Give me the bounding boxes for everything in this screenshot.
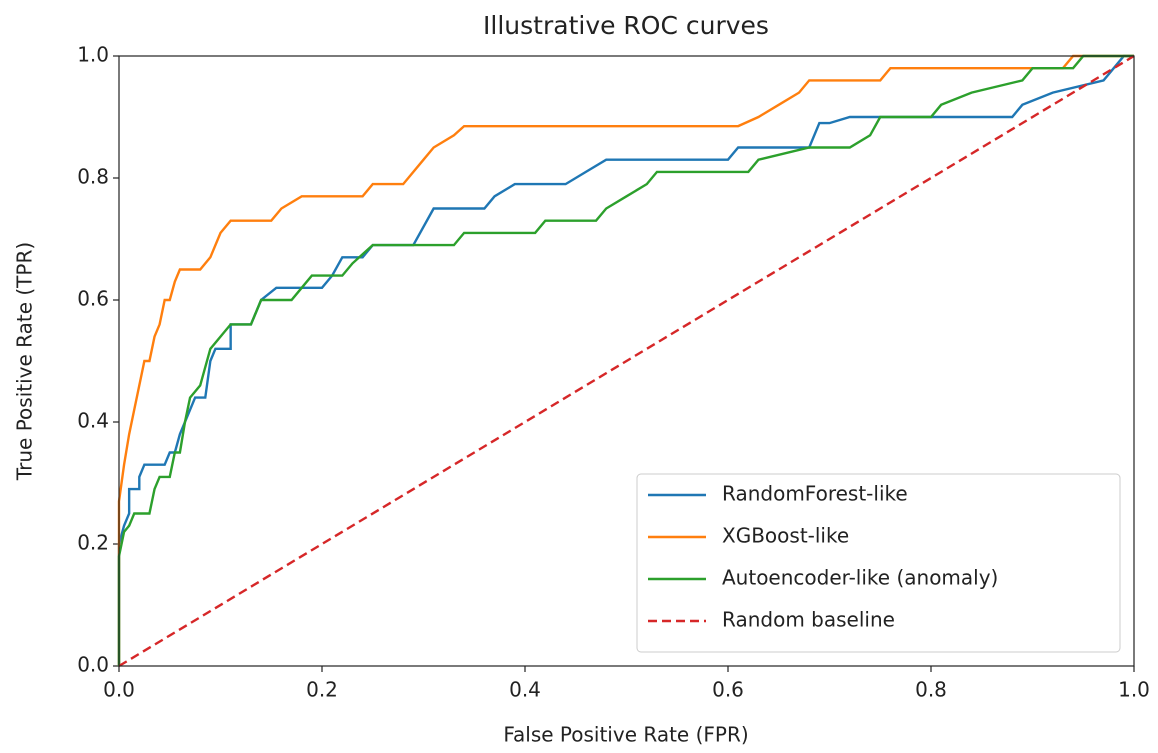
- legend-label: Autoencoder-like (anomaly): [722, 566, 998, 590]
- x-tick-label: 0.4: [509, 678, 541, 702]
- x-tick-label: 0.6: [712, 678, 744, 702]
- y-tick-label: 0.2: [77, 531, 109, 555]
- x-tick-label: 0.8: [915, 678, 947, 702]
- series-line: [117, 54, 1134, 666]
- series-line: [118, 54, 1135, 668]
- x-tick-label: 0.0: [103, 678, 135, 702]
- chart-title: Illustrative ROC curves: [483, 11, 769, 40]
- plot-frame: [118, 55, 1135, 667]
- y-tick-label: 1.0: [77, 43, 109, 67]
- legend: RandomForest-like XGBoost-like Autoencoder…: [636, 473, 1121, 653]
- legend-label: XGBoost-like: [722, 524, 849, 548]
- y-axis-label: True Positive Rate (TPR): [13, 242, 37, 481]
- y-tick-label: 0.4: [77, 409, 109, 433]
- x-tick-label: 0.2: [306, 678, 338, 702]
- y-tick-label: 0.0: [77, 653, 109, 677]
- series-line: [117, 54, 1134, 666]
- x-tick-label: 1.0: [1118, 678, 1150, 702]
- y-tick-label: 0.8: [77, 165, 109, 189]
- y-tick-label: 0.6: [77, 287, 109, 311]
- x-axis-label: False Positive Rate (FPR): [503, 723, 748, 747]
- legend-box: [636, 473, 1121, 653]
- legend-label: Random baseline: [722, 608, 895, 632]
- legend-label: RandomForest-like: [722, 482, 908, 506]
